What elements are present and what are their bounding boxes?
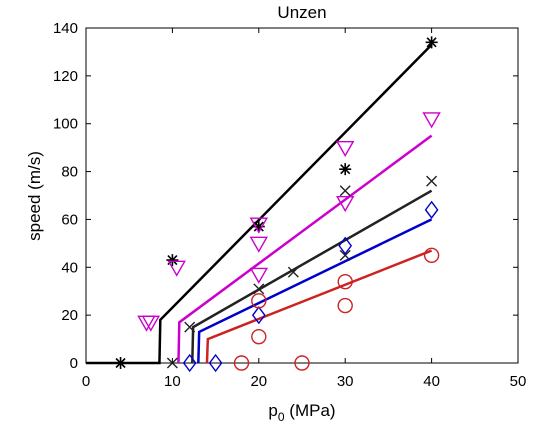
data-point (253, 283, 265, 295)
data-point (335, 140, 355, 158)
data-point (339, 249, 351, 261)
data-point (251, 328, 267, 345)
y-tick-label: 20 (61, 307, 78, 324)
x-axis-label-main: p (268, 401, 277, 420)
data-point (287, 266, 299, 278)
series-markers (114, 36, 441, 373)
data-point (426, 175, 438, 187)
x-axis-label-subscript: 0 (278, 410, 285, 424)
data-point (425, 36, 438, 49)
data-point (252, 220, 265, 233)
data-point (141, 315, 161, 332)
data-point (424, 200, 439, 220)
x-tick-label: 0 (82, 373, 90, 390)
y-tick-label: 80 (61, 164, 78, 181)
series-line-0 (86, 43, 433, 365)
series-lines (86, 43, 433, 365)
data-point (337, 297, 353, 314)
x-axis-label-unit: (MPa) (285, 401, 336, 420)
x-tick-label: 10 (164, 373, 181, 390)
plot-area (85, 27, 519, 364)
data-point (249, 267, 269, 284)
series-line-2 (191, 189, 433, 364)
data-point (184, 321, 196, 333)
y-axis: 0 20 40 60 80 100 120 140 (53, 20, 518, 372)
x-axis-label: p0 (MPa) (268, 401, 335, 424)
data-point (251, 305, 266, 325)
series-line-3 (197, 218, 433, 364)
data-point (249, 217, 269, 234)
chart-title: Unzen (277, 3, 326, 22)
data-point (251, 293, 267, 309)
x-tick-label: 20 (250, 373, 267, 390)
data-point (422, 112, 441, 129)
data-point (167, 260, 186, 277)
x-tick-label: 40 (423, 373, 440, 390)
series-line-1 (177, 134, 433, 364)
data-point (182, 353, 197, 373)
y-tick-label: 60 (61, 211, 78, 228)
y-tick-label: 100 (53, 116, 78, 133)
data-point (114, 357, 127, 369)
data-point (166, 254, 179, 267)
y-tick-label: 140 (53, 20, 78, 37)
y-tick-label: 40 (61, 259, 78, 276)
data-point (208, 353, 223, 373)
y-tick-label: 120 (53, 68, 78, 85)
series-line-4 (205, 249, 433, 364)
data-point (338, 236, 353, 255)
data-point (249, 236, 269, 253)
y-axis-label: speed (m/s) (25, 151, 44, 241)
data-point (166, 357, 178, 369)
y-tick-label: 0 (70, 355, 78, 372)
data-point (294, 355, 310, 371)
x-tick-label: 50 (510, 373, 527, 390)
data-point (339, 185, 351, 197)
data-point (339, 163, 352, 176)
data-point (233, 355, 250, 371)
x-axis: 0 10 20 30 40 50 (82, 28, 527, 390)
data-point (337, 273, 353, 290)
data-point (335, 195, 355, 213)
data-point (423, 247, 440, 264)
x-tick-label: 30 (337, 373, 354, 390)
